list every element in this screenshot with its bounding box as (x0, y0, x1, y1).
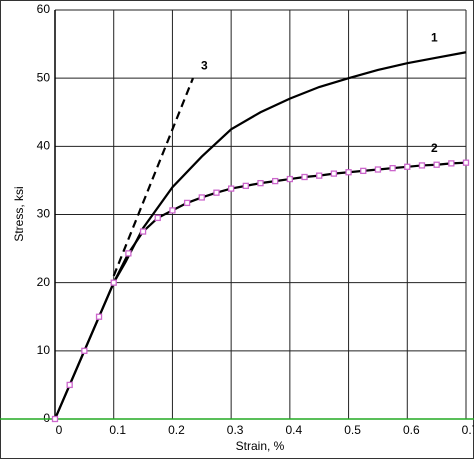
point-marker (345, 169, 352, 176)
point-marker (462, 159, 470, 166)
point-marker (404, 163, 411, 170)
point-marker (330, 170, 338, 177)
series-label: 1 (431, 30, 438, 44)
point-marker (183, 199, 191, 207)
point-marker (139, 228, 147, 235)
point-marker (433, 161, 440, 168)
x-tick-label: 0.4 (286, 423, 303, 437)
series-label: 2 (431, 141, 438, 155)
y-tick-label: 10 (37, 343, 51, 357)
y-tick-label: 50 (37, 70, 51, 84)
x-axis-label: Strain, % (236, 439, 285, 453)
y-tick-label: 0 (43, 411, 50, 425)
point-marker (154, 214, 161, 222)
point-marker (286, 175, 294, 183)
series-line (112, 77, 194, 277)
x-tick-label: 0.5 (344, 423, 361, 437)
point-marker (316, 172, 323, 179)
point-marker (374, 166, 382, 173)
x-tick-label: 0.6 (403, 423, 420, 437)
y-tick-label: 20 (37, 275, 51, 289)
point-marker (125, 250, 132, 257)
x-tick-label: 0.7 (462, 423, 474, 437)
point-marker (51, 415, 59, 423)
point-marker (213, 189, 220, 196)
point-marker (360, 167, 367, 175)
point-marker (301, 173, 308, 181)
point-marker (242, 182, 249, 190)
point-marker (198, 194, 205, 201)
x-tick-label: 0 (56, 423, 63, 437)
point-marker (66, 381, 73, 389)
point-marker (389, 164, 396, 172)
point-marker (95, 313, 103, 320)
point-marker (169, 207, 176, 214)
y-tick-label: 30 (37, 207, 51, 221)
series-label: 3 (201, 58, 208, 72)
x-tick-label: 0.1 (109, 423, 126, 437)
point-marker (448, 160, 455, 167)
point-marker (257, 179, 264, 187)
x-tick-label: 0.2 (168, 423, 185, 437)
point-marker (227, 185, 235, 192)
x-tick-label: 0.3 (227, 423, 244, 437)
y-axis-label: Stress, ksi (12, 186, 26, 241)
point-marker (418, 162, 426, 169)
y-tick-label: 40 (37, 139, 51, 153)
point-marker (81, 347, 88, 354)
point-marker (110, 279, 117, 286)
point-marker (272, 177, 279, 185)
y-tick-label: 60 (37, 2, 51, 16)
